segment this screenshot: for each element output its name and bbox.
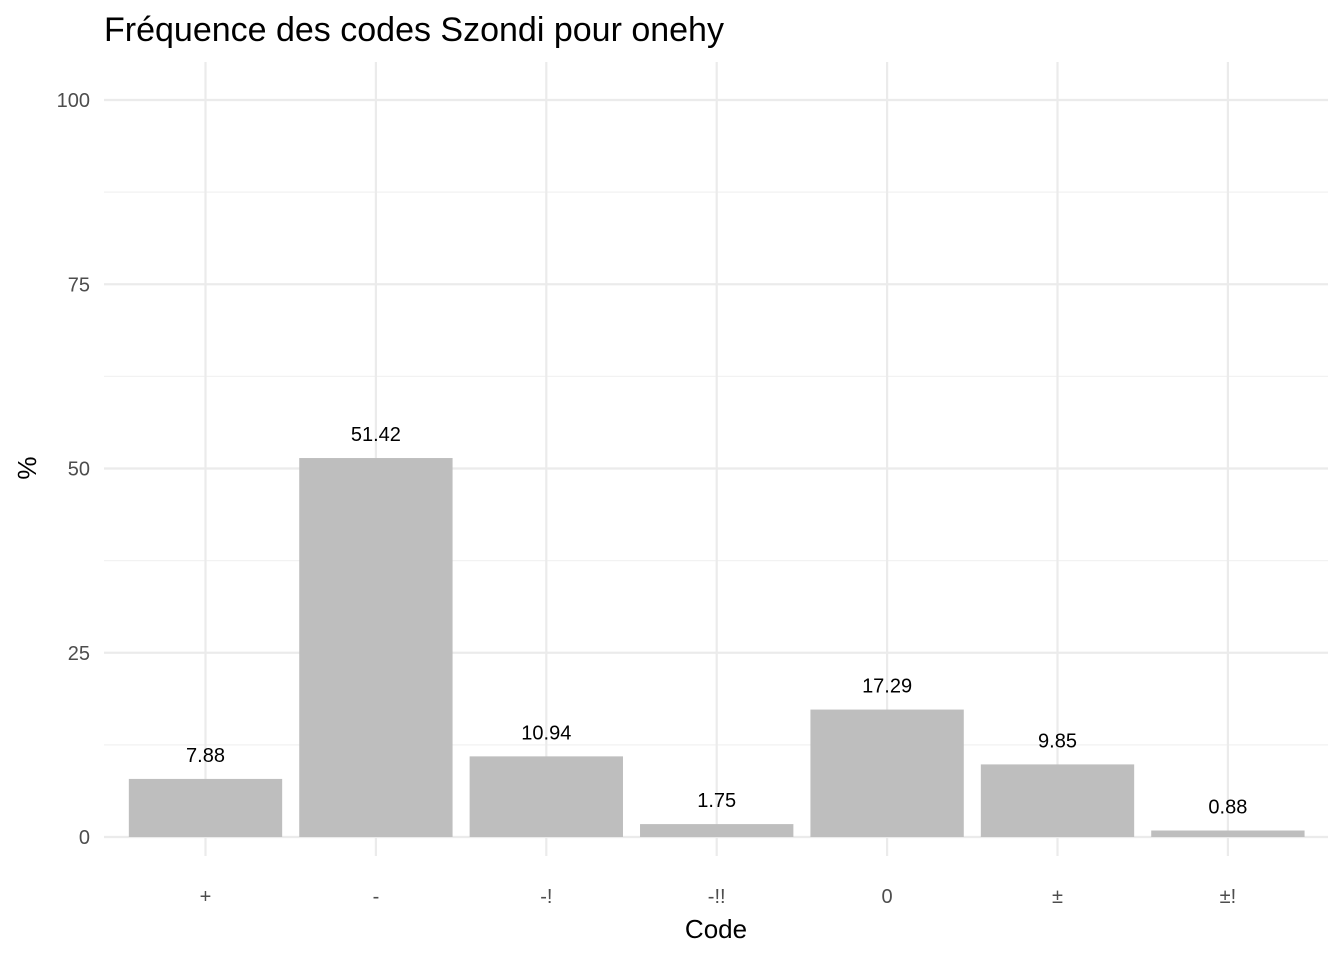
y-tick-label: 100 (57, 90, 90, 112)
x-tick-label: ± (1052, 886, 1063, 908)
data-label: 51.42 (351, 424, 401, 446)
x-axis-title: Code (685, 914, 747, 944)
x-tick-label: + (200, 886, 212, 908)
y-axis-ticks: 0 25 50 75 100 (57, 90, 90, 849)
data-label: 0.88 (1208, 797, 1247, 819)
data-label: 1.75 (697, 790, 736, 812)
data-labels: 7.88 51.42 10.94 1.75 17.29 9.85 0.88 (186, 424, 1247, 818)
y-tick-label: 75 (68, 274, 90, 296)
y-tick-label: 0 (79, 827, 90, 849)
bar (640, 824, 794, 837)
x-tick-label: - (373, 886, 380, 908)
data-label: 10.94 (521, 722, 571, 744)
x-tick-label: ±! (1220, 886, 1237, 908)
bar (1151, 830, 1305, 837)
y-axis-title: % (12, 456, 42, 479)
data-label: 7.88 (186, 745, 225, 767)
x-tick-label: -!! (708, 886, 726, 908)
x-tick-label: 0 (882, 886, 893, 908)
y-tick-label: 50 (68, 459, 90, 481)
data-label: 9.85 (1038, 730, 1077, 752)
bar (810, 709, 964, 837)
x-axis-ticks: + - -! -!! 0 ± ±! (200, 886, 1237, 908)
bar (299, 458, 453, 837)
x-tick-label: -! (540, 886, 552, 908)
data-label: 17.29 (862, 676, 912, 698)
bar (980, 764, 1135, 837)
bars (128, 458, 1305, 837)
chart-title: Fréquence des codes Szondi pour onehy (104, 11, 724, 49)
bar (128, 778, 283, 837)
bar (469, 756, 623, 837)
y-tick-label: 25 (68, 643, 90, 665)
